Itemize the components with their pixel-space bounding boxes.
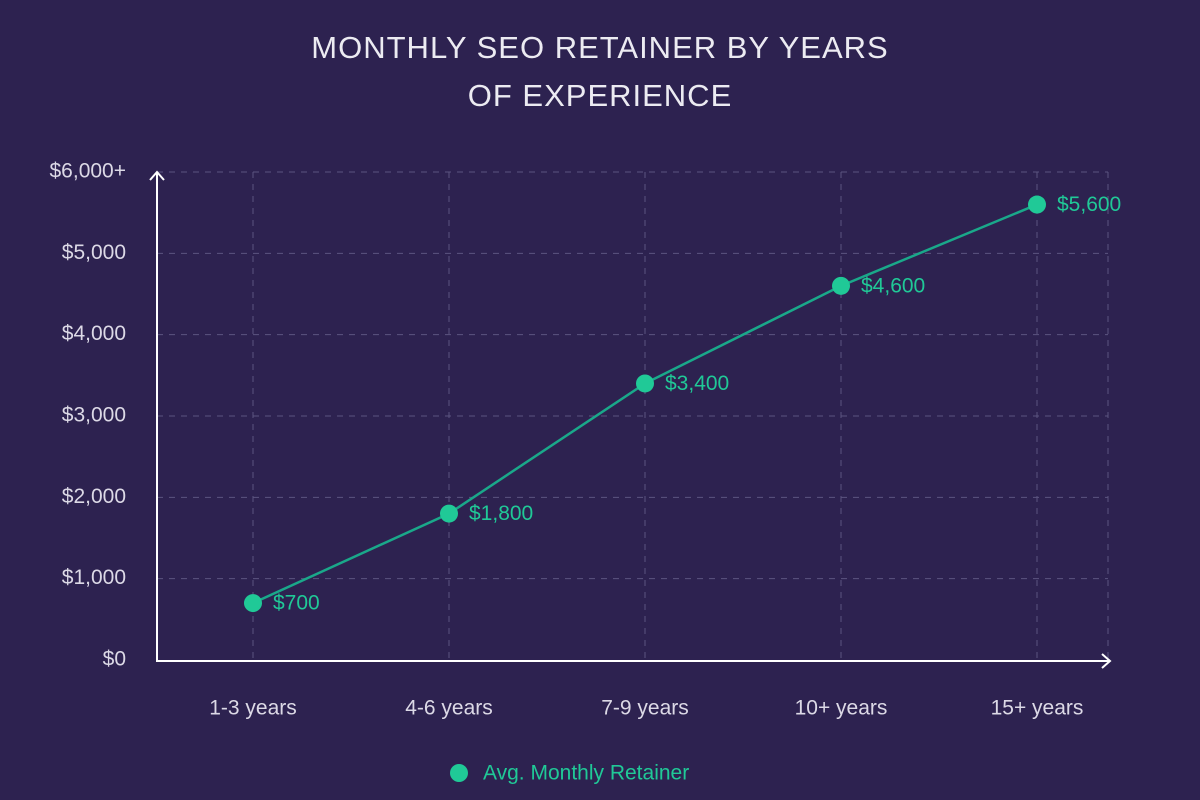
legend-label: Avg. Monthly Retainer: [483, 762, 689, 785]
data-label: $700: [273, 592, 320, 615]
y-tick-label: $0: [103, 648, 126, 671]
data-point: [1028, 195, 1046, 214]
chart-title: MONTHLY SEO RETAINER BY YEARS OF EXPERIE…: [311, 30, 889, 113]
plot: [157, 171, 1108, 660]
x-tick-label: 1-3 years: [209, 697, 297, 720]
x-tick-label: 10+ years: [795, 697, 888, 720]
data-point: [244, 594, 262, 613]
y-tick-label: $2,000: [62, 485, 126, 508]
x-tick-label: 4-6 years: [405, 697, 493, 720]
y-tick-label: $4,000: [62, 322, 126, 345]
data-point: [832, 276, 850, 295]
data-label: $4,600: [861, 274, 925, 297]
y-tick-label: $6,000+: [50, 160, 127, 183]
x-arrow: [1101, 653, 1112, 669]
data-point: [440, 504, 458, 523]
data-label: $3,400: [665, 372, 729, 395]
y-tick-label: $1,000: [62, 566, 126, 589]
y-tick-label: $3,000: [62, 404, 126, 427]
data-label: $5,600: [1057, 193, 1121, 216]
y-tick-label: $5,000: [62, 241, 126, 264]
data-label: $1,800: [469, 502, 533, 525]
legend-marker: [450, 764, 468, 782]
data-point: [636, 374, 654, 393]
x-tick-label: 15+ years: [991, 697, 1084, 720]
y-arrow: [149, 170, 165, 181]
x-tick-label: 7-9 years: [601, 697, 689, 720]
